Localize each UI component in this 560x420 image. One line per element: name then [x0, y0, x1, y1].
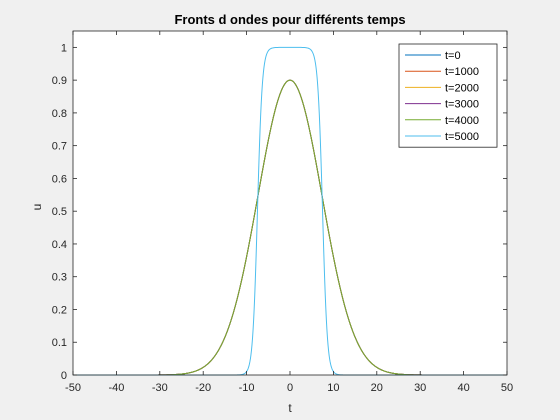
x-tick-label: 20	[371, 382, 383, 394]
y-tick-label: 0.3	[52, 272, 67, 284]
y-tick-label: 0.2	[52, 304, 67, 316]
x-tick-label: -50	[65, 382, 81, 394]
y-tick-label: 0.4	[52, 239, 67, 251]
y-tick-label: 0.5	[52, 206, 67, 218]
x-tick-label: -10	[239, 382, 255, 394]
x-tick-label: 0	[287, 382, 293, 394]
x-tick-label: -30	[152, 382, 168, 394]
y-tick-label: 0.8	[52, 108, 67, 120]
x-tick-label: 30	[414, 382, 426, 394]
legend-box	[398, 43, 498, 148]
legend-label: t=0	[445, 50, 461, 62]
y-tick-label: 0.6	[52, 173, 67, 185]
legend-label: t=1000	[445, 66, 479, 78]
chart-title: Fronts d ondes pour différents temps	[174, 12, 405, 27]
y-tick-label: 0.9	[52, 75, 67, 87]
legend: t=0 t=1000 t=2000 t=3000 t=4000 t=5000	[398, 43, 498, 148]
x-tick-label: -20	[195, 382, 211, 394]
x-tick-label: 40	[457, 382, 469, 394]
y-tick-label: 0	[61, 370, 67, 382]
x-tick-label: 50	[501, 382, 513, 394]
legend-label: t=2000	[445, 82, 479, 94]
y-tick-label: 1	[61, 42, 67, 54]
legend-label: t=5000	[445, 131, 479, 143]
y-tick-label: 0.7	[52, 141, 67, 153]
y-tick-label: 0.1	[52, 337, 67, 349]
x-tick-label: -40	[108, 382, 124, 394]
ticks-layer: -50 -40 -30 -20 -10 0 10 20 30 40 50 0 0.1 0.2 0.3 0.4 0…	[52, 31, 513, 394]
legend-label: t=3000	[445, 99, 479, 111]
x-axis-label: t	[288, 401, 292, 415]
y-axis-label: u	[30, 204, 44, 211]
x-tick-label: 10	[327, 382, 339, 394]
legend-label: t=4000	[445, 115, 479, 127]
